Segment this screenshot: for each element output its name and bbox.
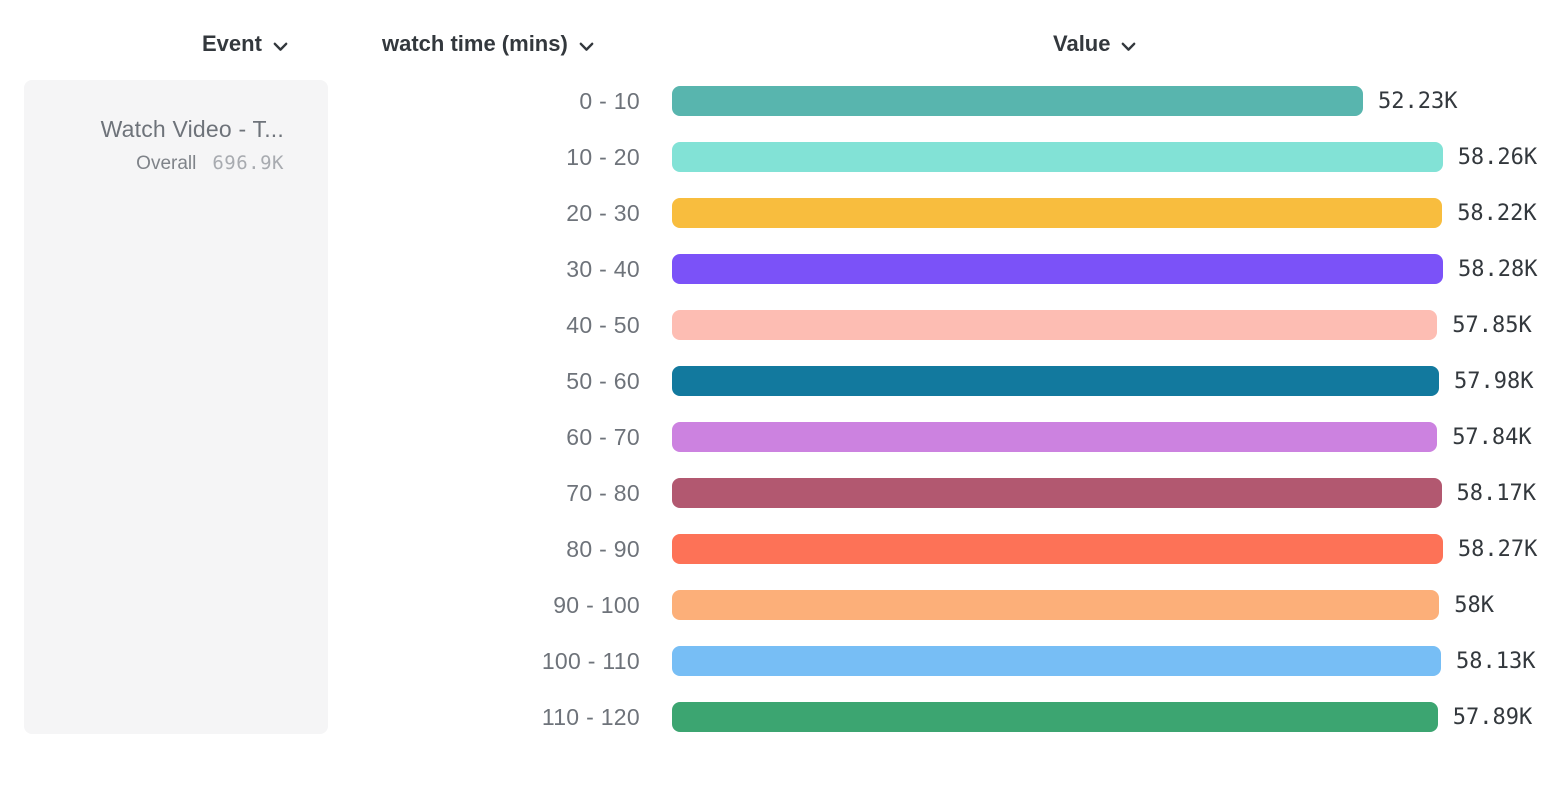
bar-value-label: 57.89K bbox=[1452, 704, 1533, 730]
bar-value-label: 58.17K bbox=[1456, 480, 1536, 506]
breakdown-column-header[interactable]: watch time (mins) bbox=[382, 29, 594, 58]
chart-row: 40 - 50 57.85K bbox=[0, 297, 1568, 353]
chart-row: 50 - 60 57.98K bbox=[0, 353, 1568, 409]
breakdown-column-label: watch time (mins) bbox=[382, 30, 568, 56]
chart-row: 110 - 120 57.89K bbox=[0, 689, 1568, 745]
bar-value-label: 58.22K bbox=[1457, 200, 1537, 226]
overall-label: Overall bbox=[136, 153, 197, 174]
bin-label: 90 - 100 bbox=[553, 591, 640, 618]
value-bar[interactable] bbox=[672, 702, 1438, 732]
bar-value-label: 58.26K bbox=[1457, 144, 1538, 170]
bin-label: 20 - 30 bbox=[566, 199, 640, 226]
value-bar[interactable] bbox=[672, 422, 1438, 452]
chart-row: 100 - 110 58.13K bbox=[0, 633, 1568, 689]
chart-row: 90 - 100 58K bbox=[0, 577, 1568, 633]
event-name-label: Watch Video - T... bbox=[100, 116, 284, 142]
bar-value-label: 58K bbox=[1454, 592, 1495, 618]
bin-label: 80 - 90 bbox=[566, 535, 640, 562]
chart-row: 10 - 20 58.26K bbox=[0, 129, 1568, 185]
chart-row: 70 - 80 58.17K bbox=[0, 465, 1568, 521]
value-column-header[interactable]: Value bbox=[1053, 29, 1136, 58]
value-column-label: Value bbox=[1053, 30, 1111, 56]
bar-value-label: 57.98K bbox=[1454, 368, 1534, 394]
value-bar[interactable] bbox=[672, 646, 1441, 676]
bin-label: 10 - 20 bbox=[566, 143, 640, 170]
value-bar[interactable] bbox=[672, 310, 1438, 340]
legend-card: Watch Video - T... Overall 696.9K bbox=[24, 80, 328, 734]
bar-chart-rows: 0 - 10 52.23K 10 - 20 58.26K 20 - 30 58.22K 30… bbox=[0, 73, 1568, 745]
chevron-down-icon bbox=[273, 32, 288, 58]
value-bar[interactable] bbox=[672, 198, 1443, 228]
bar-value-label: 58.13K bbox=[1456, 648, 1536, 674]
event-column-header[interactable]: Event bbox=[202, 29, 288, 58]
chevron-down-icon bbox=[579, 32, 594, 58]
chart-row: 60 - 70 57.84K bbox=[0, 409, 1568, 465]
event-column-label: Event bbox=[202, 30, 262, 56]
overall-value: 696.9K bbox=[212, 152, 284, 174]
bin-label: 0 - 10 bbox=[579, 87, 640, 114]
bin-label: 110 - 120 bbox=[541, 703, 640, 730]
value-bar[interactable] bbox=[672, 142, 1443, 172]
chevron-down-icon bbox=[1121, 32, 1136, 58]
value-bar[interactable] bbox=[672, 254, 1443, 284]
chart-row: 0 - 10 52.23K bbox=[0, 73, 1568, 129]
value-bar[interactable] bbox=[672, 366, 1439, 396]
overall-summary: Overall 696.9K bbox=[44, 152, 284, 175]
chart-row: 80 - 90 58.27K bbox=[0, 521, 1568, 577]
bin-label: 30 - 40 bbox=[566, 255, 640, 282]
value-bar[interactable] bbox=[672, 86, 1363, 116]
bar-value-label: 58.27K bbox=[1457, 536, 1538, 562]
chart-row: 30 - 40 58.28K bbox=[0, 241, 1568, 297]
bin-label: 100 - 110 bbox=[541, 647, 640, 674]
bar-value-label: 52.23K bbox=[1378, 88, 1458, 114]
value-bar[interactable] bbox=[672, 590, 1440, 620]
bin-label: 40 - 50 bbox=[566, 311, 640, 338]
bar-value-label: 58.28K bbox=[1458, 256, 1538, 282]
value-bar[interactable] bbox=[672, 534, 1443, 564]
bin-label: 50 - 60 bbox=[566, 367, 640, 394]
value-bar[interactable] bbox=[672, 478, 1442, 508]
bar-value-label: 57.85K bbox=[1452, 312, 1532, 338]
legend-item-event[interactable]: Watch Video - T... Overall 696.9K bbox=[24, 80, 328, 175]
bin-label: 60 - 70 bbox=[566, 423, 640, 450]
chart-row: 20 - 30 58.22K bbox=[0, 185, 1568, 241]
bar-value-label: 57.84K bbox=[1452, 424, 1532, 450]
bin-label: 70 - 80 bbox=[566, 479, 640, 506]
